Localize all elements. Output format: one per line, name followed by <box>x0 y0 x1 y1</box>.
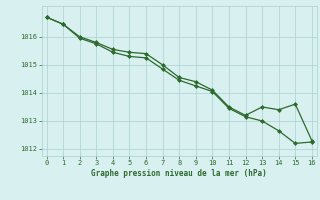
X-axis label: Graphe pression niveau de la mer (hPa): Graphe pression niveau de la mer (hPa) <box>91 169 267 178</box>
